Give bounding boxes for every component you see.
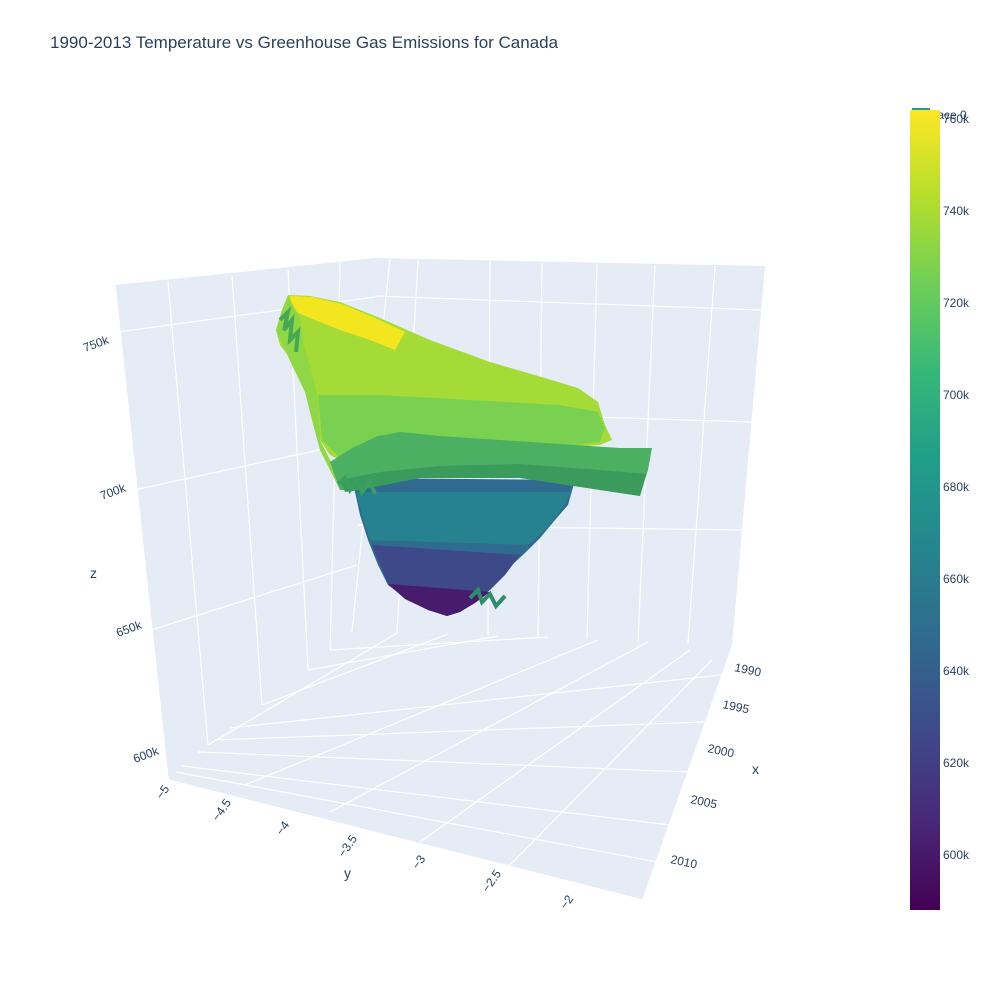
surface-lower-lobe-mid [356,492,572,545]
x-tick-label: 2005 [689,792,718,811]
colorbar-tick-label: 680k [943,480,970,494]
colorbar-gradient [910,110,940,910]
z-tick-label: 600k [131,743,161,765]
surface-cross-band-shade [340,464,646,496]
surface-jagged-edge-3 [278,305,301,353]
colorbar: 600k 620k 640k 660k 680k 700k 720k 740k 760k [910,110,970,910]
z-tick-label: 650k [114,617,144,639]
axis-frame [114,284,643,901]
chart-title: 1990-2013 Temperature vs Greenhouse Gas … [50,33,559,52]
y-tick-label: −3.5 [335,832,360,860]
colorbar-tick-label: 720k [943,296,970,310]
y-tick-label: −4 [273,818,293,838]
colorbar-tick-label: 740k [943,204,970,218]
surface-jagged-edge-1 [336,474,377,496]
y-tick-label: −2.5 [479,867,504,895]
x-tick-label: 1995 [721,697,750,716]
x-axis-title: x [752,761,759,777]
colorbar-tick-label: 660k [943,572,970,586]
colorbar-tick-label: 600k [943,848,970,862]
colorbar-tick-label: 640k [943,664,970,678]
surface-upper-left-edge [276,296,350,490]
surface-upper-highlight [290,296,405,350]
surface-trace-0[interactable] [276,295,652,616]
y-axis-title: y [344,865,351,881]
z-axis-title: z [90,565,97,581]
colorbar-tick-label: 760k [943,112,970,126]
floor-plane [168,632,732,900]
surface-jagged-edge-2 [468,586,507,610]
x-tick-label: 2000 [706,741,735,760]
z-tick-label: 700k [98,480,128,502]
colorbar-ticks: 600k 620k 640k 660k 680k 700k 720k 740k 760k [943,112,970,862]
surface-lower-lobe-bottom [388,584,490,616]
x-tick-label: 1990 [733,660,762,679]
x-axis: 1990 1995 2000 2005 2010 x [669,660,762,871]
z-tick-label: 750k [81,332,111,354]
y-tick-label: −4.5 [209,796,234,824]
y-tick-label: −3 [409,852,429,872]
colorbar-tick-label: 620k [943,756,970,770]
x-tick-label: 2010 [669,852,698,871]
colorbar-tick-label: 700k [943,388,970,402]
y-tick-label: −2 [557,892,577,912]
y-tick-label: −5 [153,782,173,802]
